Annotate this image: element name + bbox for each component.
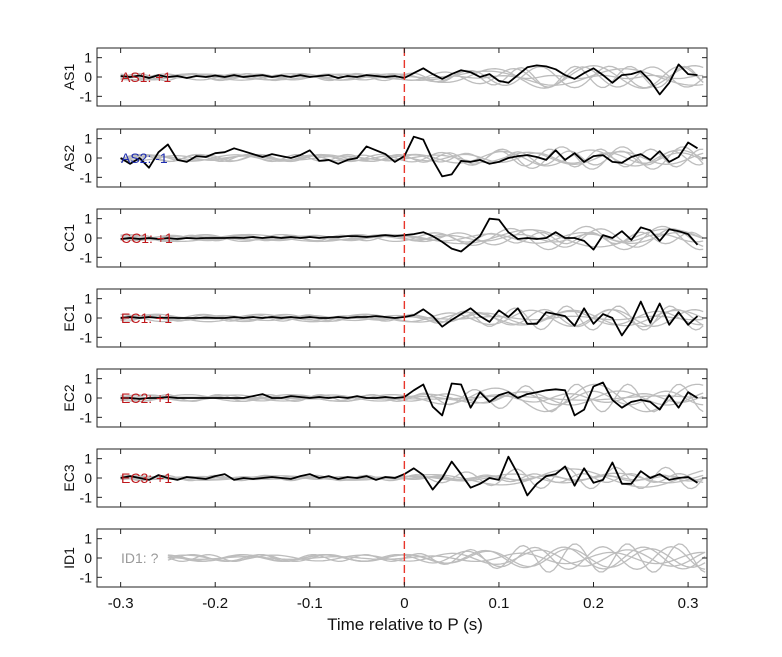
trace-annotation: EC2: +1 (121, 390, 172, 406)
main-trace (120, 455, 698, 497)
y-axis-label: EC2 (61, 384, 77, 411)
main-trace (120, 381, 698, 417)
y-tick-label: 1 (84, 451, 92, 467)
main-trace (120, 135, 698, 178)
background-trace (120, 228, 704, 248)
x-axis-label: Time relative to P (s) (327, 615, 483, 634)
x-tick-label: 0.2 (583, 595, 604, 612)
background-traces (120, 305, 704, 331)
x-tick-label: 0.1 (489, 595, 510, 612)
background-trace (120, 475, 704, 481)
y-tick-label: 0 (84, 310, 92, 326)
y-tick-label: 0 (84, 150, 92, 166)
y-tick-label: -1 (80, 569, 93, 585)
y-tick-label: -1 (80, 169, 93, 185)
y-tick-label: 0 (84, 230, 92, 246)
y-tick-label: 0 (84, 470, 92, 486)
y-tick-label: -1 (80, 329, 93, 345)
main-trace (120, 300, 699, 337)
y-tick-label: 1 (84, 131, 92, 147)
trace-annotation: AS1: +1 (121, 69, 171, 85)
x-tick-label: 0.3 (678, 595, 699, 612)
background-trace (120, 468, 704, 488)
main-trace (120, 63, 698, 96)
background-trace (120, 68, 704, 86)
background-traces (120, 146, 704, 170)
background-trace (120, 152, 704, 164)
y-tick-label: 1 (84, 531, 92, 547)
y-tick-label: -1 (80, 409, 93, 425)
background-trace (120, 65, 704, 89)
y-axis-label: EC3 (61, 464, 77, 491)
background-trace (167, 551, 706, 565)
y-tick-label: -1 (80, 88, 93, 104)
panel-as1: AS1: +1 -1 0 1 AS1 (61, 47, 708, 107)
y-tick-label: 1 (84, 211, 92, 227)
x-tick-label: -0.3 (108, 595, 134, 612)
y-tick-label: 1 (84, 50, 92, 66)
panel-ec3: EC3: +1 -1 0 1 EC3 (61, 448, 708, 508)
trace-annotation: ID1: ? (121, 550, 159, 566)
y-tick-label: -1 (80, 489, 93, 505)
background-trace (120, 225, 704, 251)
panel-as2: AS2: -1 -1 0 1 AS2 (61, 128, 708, 188)
x-axis: -0.3 -0.2 -0.1 0 0.1 0.2 0.3 (108, 595, 699, 612)
y-tick-label: 1 (84, 291, 92, 307)
background-traces (167, 543, 706, 573)
y-axis-label: CC1 (61, 224, 77, 252)
y-tick-label: 0 (84, 390, 92, 406)
y-axis-label: AS2 (61, 145, 77, 172)
background-trace (120, 309, 704, 327)
background-trace (167, 546, 706, 570)
x-tick-label: 0 (400, 595, 408, 612)
panel-ec1: EC1: +1 -1 0 1 EC1 (61, 288, 708, 348)
y-axis-label: EC1 (61, 304, 77, 331)
y-axis-label: ID1 (61, 547, 77, 569)
y-tick-label: 1 (84, 371, 92, 387)
trace-annotation: EC1: +1 (121, 310, 172, 326)
trace-annotation: AS2: -1 (121, 150, 168, 166)
trace-annotation: EC3: +1 (121, 470, 172, 486)
y-axis-label: AS1 (61, 64, 77, 91)
x-tick-label: -0.1 (297, 595, 323, 612)
y-tick-label: 0 (84, 69, 92, 85)
y-tick-label: -1 (80, 249, 93, 265)
panel-ec2: EC2: +1 -1 0 1 EC2 (61, 368, 708, 428)
main-trace (120, 217, 699, 253)
background-trace (120, 150, 704, 166)
background-trace (120, 390, 704, 406)
panel-id1: ID1: ? -1 0 1 ID1 (61, 528, 708, 588)
x-tick-label: -0.2 (202, 595, 228, 612)
panel-cc1: CC1: +1 -1 0 1 CC1 (61, 208, 708, 268)
y-tick-label: 0 (84, 550, 92, 566)
background-trace (167, 549, 706, 567)
trace-annotation: CC1: +1 (121, 230, 173, 246)
